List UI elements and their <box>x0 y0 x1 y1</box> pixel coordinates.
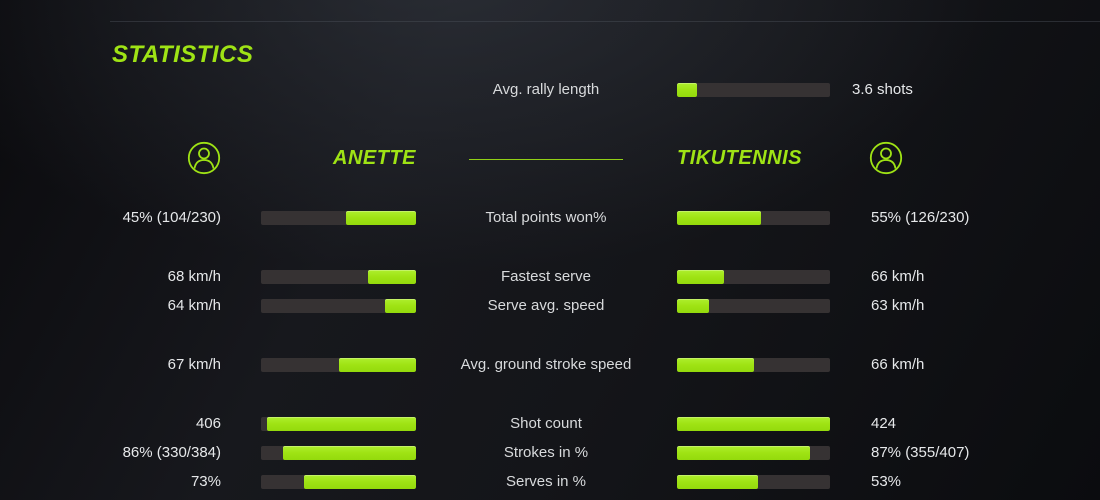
stat-row-serves-in: 73% Serves in % 53% <box>0 472 1100 492</box>
left-player-value: 406 <box>195 415 221 432</box>
right-player-value: 66 km/h <box>871 356 925 373</box>
stat-row-serve-avg-speed: 64 km/h Serve avg. speed 63 km/h <box>0 296 1100 316</box>
stat-row-ground-stroke-speed: 67 km/h Avg. ground stroke speed 66 km/h <box>0 355 1100 375</box>
left-player-value: 68 km/h <box>167 268 221 285</box>
stat-row-total-points: 45% (104/230) Total points won% 55% (126… <box>0 208 1100 228</box>
user-icon <box>187 141 221 175</box>
right-player-bar-fill <box>677 358 754 372</box>
page-title: STATISTICS <box>112 41 254 68</box>
right-player-bar-fill <box>677 299 710 313</box>
right-player-bar <box>677 211 830 225</box>
players-header: ANETTE TIKUTENNIS <box>0 140 1100 176</box>
left-player-bar-fill <box>338 358 416 372</box>
right-player-bar <box>677 270 830 284</box>
right-player-bar <box>677 417 830 431</box>
avg-rally-bar <box>677 83 830 97</box>
user-icon <box>869 141 903 175</box>
left-player-bar <box>261 270 416 284</box>
avg-rally-value: 3.6 shots <box>852 81 913 98</box>
left-player-name: ANETTE <box>333 147 416 169</box>
left-player-bar-fill <box>267 417 416 431</box>
right-player-bar <box>677 446 830 460</box>
left-player-bar <box>261 446 416 460</box>
left-player-bar <box>261 475 416 489</box>
left-player-bar-fill <box>385 299 416 313</box>
left-player-bar <box>261 211 416 225</box>
left-player-bar <box>261 299 416 313</box>
avg-rally-bar-fill <box>677 83 697 97</box>
stat-label: Serve avg. speed <box>487 297 605 314</box>
header-divider <box>110 21 1100 22</box>
left-player-bar <box>261 417 416 431</box>
right-player-bar-fill <box>677 417 830 431</box>
stat-label: Avg. ground stroke speed <box>460 356 632 373</box>
stat-label: Total points won% <box>485 209 607 226</box>
stat-label: Serves in % <box>505 473 587 490</box>
left-player-value: 86% (330/384) <box>122 444 221 461</box>
left-player-value: 45% (104/230) <box>122 209 221 226</box>
left-player-bar-fill <box>304 475 416 489</box>
left-player-value: 73% <box>190 473 221 490</box>
right-player-name: TIKUTENNIS <box>677 147 802 169</box>
right-player-bar <box>677 358 830 372</box>
right-player-value: 55% (126/230) <box>871 209 970 226</box>
right-player-value: 63 km/h <box>871 297 925 314</box>
left-player-bar-fill <box>346 211 416 225</box>
avg-rally-row: Avg. rally length 3.6 shots <box>0 80 1100 100</box>
avg-rally-label: Avg. rally length <box>492 81 600 98</box>
right-player-bar <box>677 299 830 313</box>
left-player-value: 67 km/h <box>167 356 221 373</box>
stat-label: Strokes in % <box>503 444 589 461</box>
left-player-value: 64 km/h <box>167 297 221 314</box>
stat-row-strokes-in: 86% (330/384) Strokes in % 87% (355/407) <box>0 443 1100 463</box>
center-divider-line <box>469 159 623 160</box>
left-player-bar-fill <box>282 446 416 460</box>
stat-label: Fastest serve <box>500 268 592 285</box>
right-player-value: 53% <box>871 473 902 490</box>
stat-label: Shot count <box>510 415 582 432</box>
left-player-bar <box>261 358 416 372</box>
right-player-value: 87% (355/407) <box>871 444 970 461</box>
right-player-bar-fill <box>677 270 725 284</box>
right-player-value: 424 <box>871 415 897 432</box>
stat-row-fastest-serve: 68 km/h Fastest serve 66 km/h <box>0 267 1100 287</box>
right-player-value: 66 km/h <box>871 268 925 285</box>
stat-row-shot-count: 406 Shot count 424 <box>0 414 1100 434</box>
right-player-bar-fill <box>677 475 759 489</box>
left-player-bar-fill <box>367 270 416 284</box>
right-player-bar-fill <box>677 446 811 460</box>
right-player-bar <box>677 475 830 489</box>
right-player-bar-fill <box>677 211 762 225</box>
